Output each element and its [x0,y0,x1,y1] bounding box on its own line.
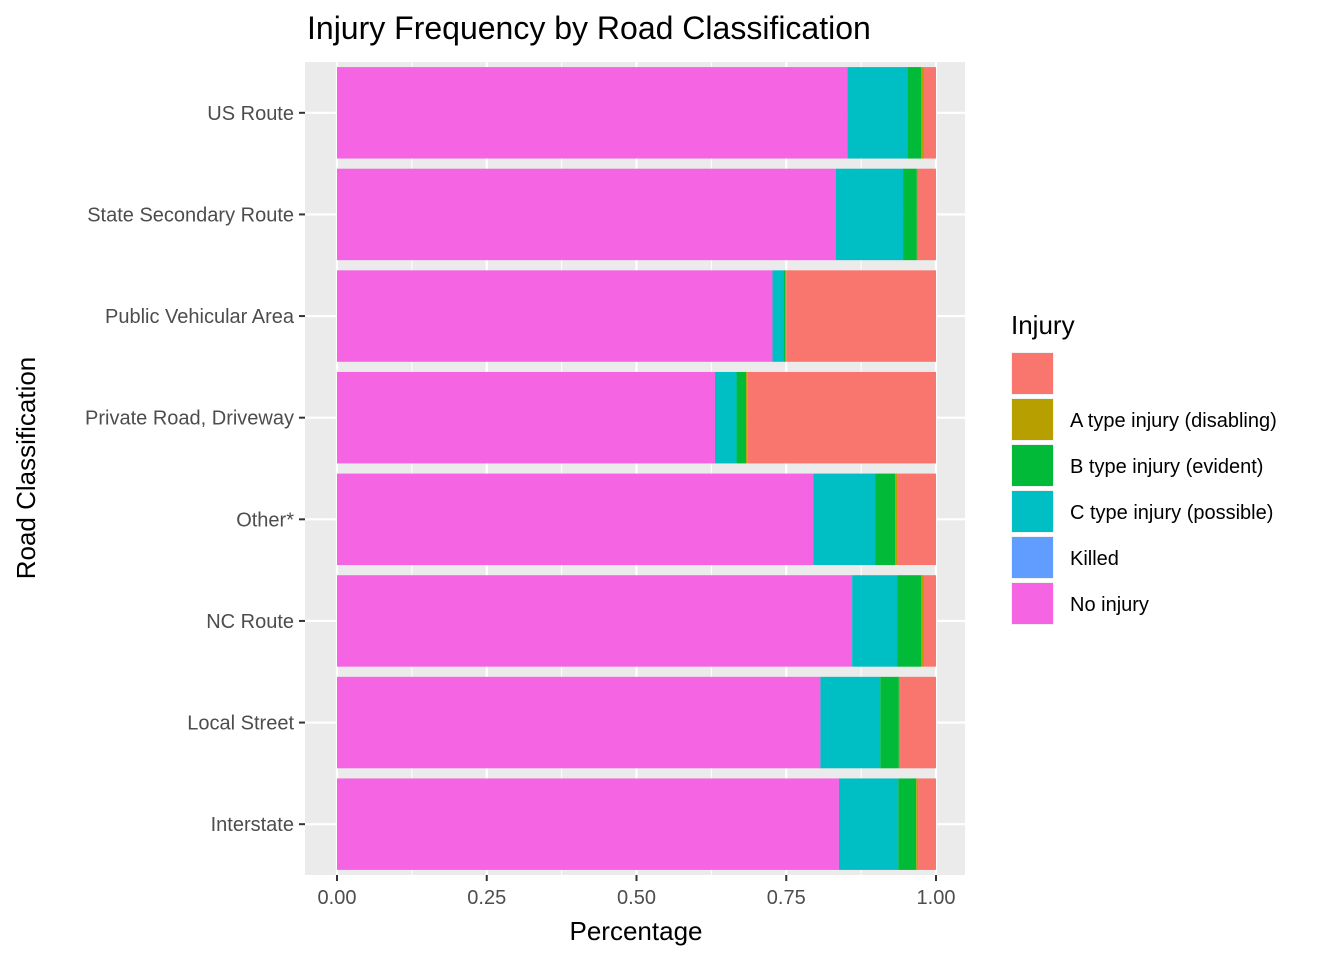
bar-segment-blank [918,778,936,870]
bar-segment-c-type-injury-possible [813,473,876,566]
bar-segment-no-injury [337,371,715,464]
bar-segment-no-injury [337,575,853,667]
legend-label: No injury [1070,594,1149,616]
legend-swatch [1012,491,1053,532]
bar-segment-no-injury [337,473,814,566]
bar-segment-no-injury [337,676,821,769]
bar-segment-blank [924,575,936,667]
y-tick-label: Local Street [187,713,294,735]
y-tick-label: US Route [207,103,294,125]
legend-label: B type injury (evident) [1070,456,1263,478]
bar-segment-a-type-injury-disabling [921,67,925,159]
bar-segment-blank [786,270,936,362]
bar-segment-a-type-injury-disabling [895,473,898,566]
bar-segment-c-type-injury-possible [772,270,784,362]
x-axis-title: Percentage [570,916,703,946]
y-tick-label: Private Road, Driveway [85,408,294,430]
x-tick-label: 0.25 [467,887,506,909]
bar-segment-c-type-injury-possible [820,676,881,769]
bar-segment-b-type-injury-evident [875,473,896,566]
legend-title: Injury [1011,310,1075,340]
legend-swatch [1012,537,1053,578]
bar-segment-a-type-injury-disabling [785,270,787,362]
bar-segment-b-type-injury-evident [736,371,747,464]
x-tick-label: 1.00 [917,887,956,909]
legend-label: C type injury (possible) [1070,502,1273,524]
bar-segment-b-type-injury-evident [783,270,786,362]
bar-segment-b-type-injury-evident [907,67,922,159]
bar-segment-b-type-injury-evident [880,676,899,769]
x-tick-label: 0.00 [318,887,357,909]
bar-segment-no-injury [337,270,773,362]
bars-group [337,67,936,870]
bar-segment-b-type-injury-evident [898,778,917,870]
bar-segment-a-type-injury-disabling [746,371,748,464]
legend-label: Killed [1070,548,1119,570]
bar-segment-blank [918,168,936,261]
legend-swatch [1012,399,1053,440]
bar-segment-no-injury [337,168,836,261]
legend-swatch [1012,353,1053,394]
y-tick-label: Public Vehicular Area [105,306,295,328]
bar-segment-blank [747,371,936,464]
bar-segment-c-type-injury-possible [714,371,737,464]
x-tick-label: 0.50 [617,887,656,909]
y-tick-label: Interstate [211,814,294,836]
chart-title: Injury Frequency by Road Classification [307,10,871,46]
x-axis: 0.00 0.25 0.50 0.75 1.00 [318,875,956,909]
bar-segment-blank [924,67,936,159]
bar-segment-b-type-injury-evident [903,168,917,261]
bar-segment-no-injury [337,67,848,159]
legend: Injury A type injury (disabling) B type i… [1011,310,1277,625]
bar-segment-c-type-injury-possible [835,168,904,261]
y-tick-label: Other* [236,509,294,531]
bar-segment-a-type-injury-disabling [916,778,919,870]
x-tick-label: 0.75 [767,887,806,909]
legend-swatch [1012,583,1053,624]
bar-segment-a-type-injury-disabling [921,575,925,667]
bar-segment-c-type-injury-possible [852,575,898,667]
legend-label: A type injury (disabling) [1070,410,1277,432]
bar-segment-blank [900,676,936,769]
bar-segment-c-type-injury-possible [838,778,899,870]
y-tick-label: NC Route [206,611,294,633]
bar-segment-blank [897,473,936,566]
y-tick-label: State Secondary Route [87,204,294,226]
y-axis: US Route State Secondary Route Public Vehi… [85,103,305,836]
bar-segment-a-type-injury-disabling [916,168,919,261]
bar-segment-b-type-injury-evident [897,575,922,667]
bar-segment-c-type-injury-possible [847,67,908,159]
bar-segment-a-type-injury-disabling [898,676,901,769]
bar-segment-no-injury [337,778,839,870]
legend-swatch [1012,445,1053,486]
y-axis-title: Road Classification [11,357,41,580]
